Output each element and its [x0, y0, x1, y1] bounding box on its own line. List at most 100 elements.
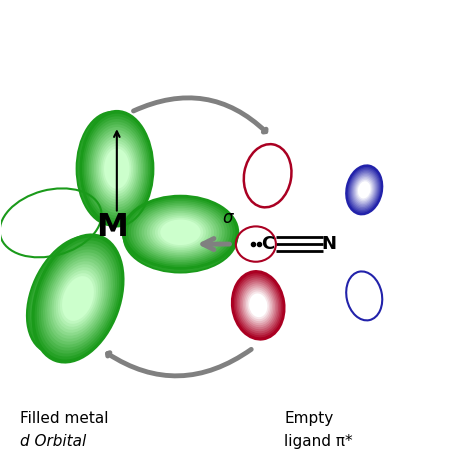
Ellipse shape — [157, 222, 203, 252]
Ellipse shape — [104, 148, 129, 189]
Ellipse shape — [355, 177, 374, 203]
Ellipse shape — [246, 290, 271, 321]
Ellipse shape — [82, 122, 142, 216]
Ellipse shape — [99, 140, 135, 197]
Ellipse shape — [149, 218, 211, 256]
Ellipse shape — [92, 130, 142, 208]
Ellipse shape — [134, 207, 228, 267]
Ellipse shape — [81, 119, 144, 219]
Ellipse shape — [36, 240, 119, 356]
Ellipse shape — [134, 202, 228, 262]
Ellipse shape — [149, 213, 211, 252]
Ellipse shape — [41, 255, 101, 336]
Ellipse shape — [237, 277, 280, 333]
Ellipse shape — [84, 124, 140, 213]
Ellipse shape — [47, 263, 95, 327]
Ellipse shape — [348, 168, 380, 211]
Text: ligand π*: ligand π* — [284, 435, 353, 449]
Ellipse shape — [131, 206, 230, 268]
Ellipse shape — [152, 214, 209, 250]
Ellipse shape — [36, 249, 106, 341]
Ellipse shape — [358, 182, 371, 199]
Ellipse shape — [94, 132, 140, 205]
Ellipse shape — [147, 216, 214, 258]
Text: M: M — [96, 212, 128, 243]
Ellipse shape — [142, 212, 219, 262]
Ellipse shape — [123, 196, 238, 269]
Text: Empty: Empty — [284, 411, 333, 426]
Ellipse shape — [49, 266, 93, 324]
Ellipse shape — [58, 270, 98, 327]
Ellipse shape — [356, 178, 373, 201]
Ellipse shape — [49, 258, 107, 339]
Ellipse shape — [126, 202, 236, 272]
Ellipse shape — [241, 283, 275, 327]
Ellipse shape — [91, 135, 133, 202]
Ellipse shape — [349, 170, 379, 210]
Ellipse shape — [353, 174, 376, 206]
Text: C: C — [261, 235, 274, 253]
Ellipse shape — [128, 199, 233, 265]
Ellipse shape — [28, 238, 114, 352]
Ellipse shape — [235, 275, 281, 335]
Ellipse shape — [30, 241, 112, 349]
Ellipse shape — [352, 173, 377, 207]
Ellipse shape — [155, 221, 206, 253]
Ellipse shape — [128, 204, 233, 270]
Ellipse shape — [51, 268, 91, 322]
Ellipse shape — [94, 140, 130, 197]
Ellipse shape — [92, 138, 132, 200]
Ellipse shape — [243, 285, 273, 325]
Ellipse shape — [62, 276, 94, 321]
Ellipse shape — [249, 293, 267, 317]
Ellipse shape — [139, 210, 222, 264]
Ellipse shape — [142, 208, 219, 257]
Ellipse shape — [139, 206, 222, 259]
Text: d Orbital: d Orbital — [20, 435, 86, 449]
Ellipse shape — [43, 249, 113, 347]
Ellipse shape — [85, 119, 148, 219]
Ellipse shape — [347, 167, 381, 213]
Ellipse shape — [144, 214, 217, 260]
Ellipse shape — [136, 204, 225, 260]
Ellipse shape — [32, 244, 110, 346]
Ellipse shape — [100, 148, 125, 189]
Ellipse shape — [144, 210, 217, 255]
Ellipse shape — [52, 261, 104, 336]
Ellipse shape — [240, 282, 277, 329]
Text: N: N — [321, 235, 337, 253]
Text: Filled metal: Filled metal — [20, 411, 109, 426]
Ellipse shape — [26, 235, 116, 355]
Ellipse shape — [147, 211, 214, 254]
FancyArrowPatch shape — [108, 349, 251, 376]
Ellipse shape — [45, 260, 98, 330]
Ellipse shape — [76, 111, 149, 227]
Ellipse shape — [55, 274, 87, 316]
Ellipse shape — [89, 132, 135, 205]
Ellipse shape — [96, 143, 128, 194]
Ellipse shape — [354, 175, 375, 204]
Ellipse shape — [53, 271, 89, 319]
Ellipse shape — [77, 114, 147, 224]
Ellipse shape — [131, 201, 230, 264]
Text: σ: σ — [222, 209, 233, 227]
Ellipse shape — [86, 127, 138, 210]
Ellipse shape — [80, 111, 154, 227]
Ellipse shape — [234, 273, 283, 337]
Ellipse shape — [96, 135, 138, 202]
Ellipse shape — [155, 216, 206, 248]
Ellipse shape — [39, 243, 117, 354]
Ellipse shape — [245, 287, 272, 323]
Ellipse shape — [232, 271, 284, 339]
Ellipse shape — [87, 122, 146, 216]
Ellipse shape — [97, 138, 137, 200]
Ellipse shape — [152, 219, 209, 255]
FancyArrowPatch shape — [134, 98, 266, 132]
Ellipse shape — [100, 143, 133, 194]
Ellipse shape — [123, 201, 238, 273]
Ellipse shape — [32, 235, 124, 363]
Ellipse shape — [34, 246, 108, 344]
Ellipse shape — [35, 237, 121, 360]
Ellipse shape — [79, 116, 145, 221]
Ellipse shape — [38, 252, 104, 338]
